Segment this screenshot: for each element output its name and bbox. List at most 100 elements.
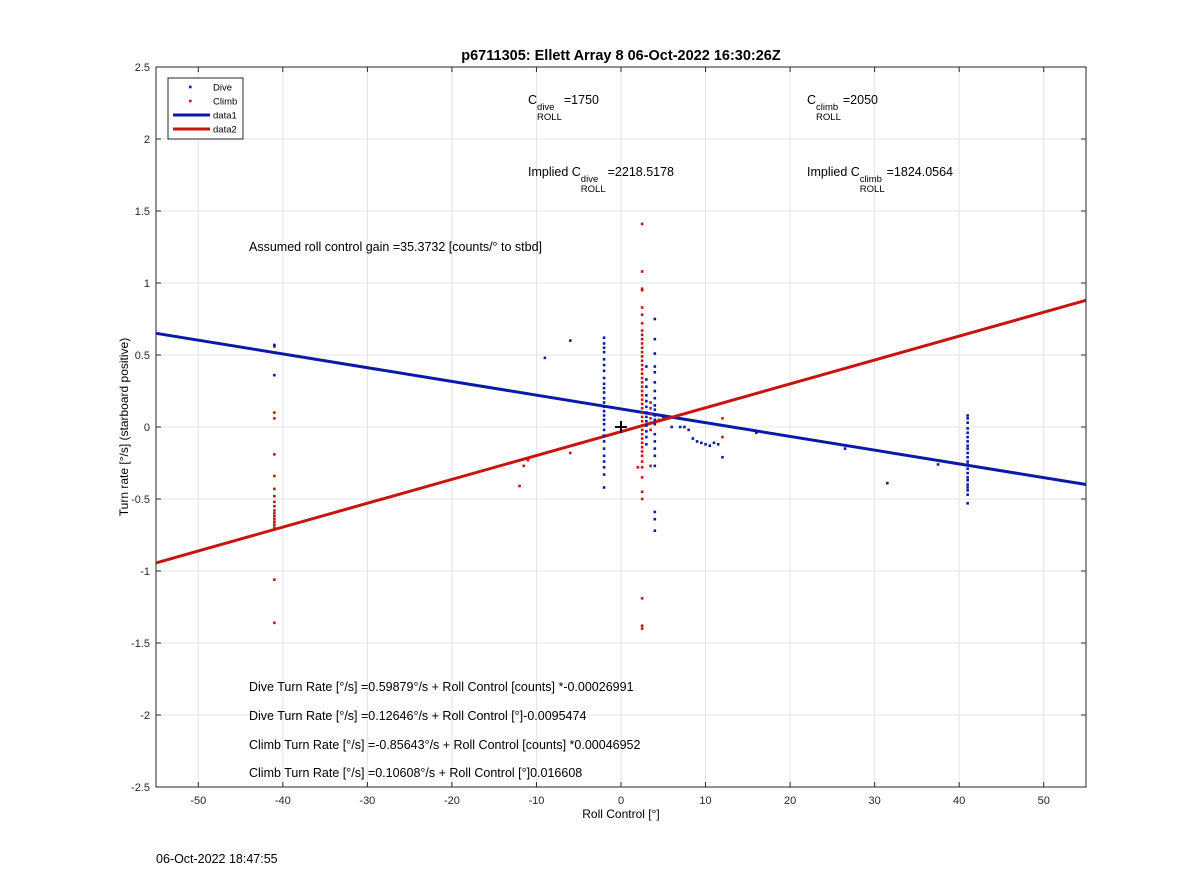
point-dive <box>653 381 657 384</box>
point-dive <box>653 464 657 468</box>
point-dive <box>966 483 969 486</box>
y-tick-label: -1 <box>140 566 150 578</box>
point-climb <box>568 451 572 455</box>
point-dive <box>645 405 648 409</box>
point-climb <box>649 406 652 410</box>
point-dive <box>966 460 969 463</box>
point-climb <box>273 520 276 524</box>
timestamp: 06-Oct-2022 18:47:55 <box>156 852 278 866</box>
point-dive <box>602 386 606 390</box>
y-axis-label: Turn rate [°/s] (starboard positive) <box>117 338 131 516</box>
point-dive <box>653 352 657 355</box>
x-tick-label: 0 <box>618 795 624 807</box>
point-dive <box>966 455 969 459</box>
x-tick-label: 50 <box>1038 795 1050 807</box>
point-climb <box>640 359 644 363</box>
point-climb <box>273 453 276 456</box>
x-tick-label: -20 <box>444 795 460 807</box>
point-dive <box>602 466 606 469</box>
point-dive <box>721 455 724 459</box>
y-tick-label: -2.5 <box>131 782 150 794</box>
point-dive <box>602 447 606 450</box>
point-dive <box>653 510 657 514</box>
point-dive <box>602 486 606 489</box>
point-dive <box>602 405 606 409</box>
legend-label: data1 <box>213 111 237 122</box>
point-climb <box>273 504 276 508</box>
point-dive <box>936 463 940 466</box>
point-climb <box>640 466 644 469</box>
dive-equation-degrees: Dive Turn Rate [°/s] =0.12646°/s + Roll … <box>249 709 587 723</box>
point-climb <box>640 342 644 345</box>
point-dive <box>602 414 606 417</box>
point-dive <box>602 409 606 413</box>
point-dive <box>602 460 606 463</box>
point-climb <box>640 406 644 410</box>
point-dive <box>653 389 657 393</box>
point-dive <box>966 414 969 417</box>
point-dive <box>602 418 606 422</box>
point-dive <box>653 317 657 321</box>
point-dive <box>843 447 847 450</box>
point-climb <box>522 464 526 468</box>
point-dive <box>645 365 648 368</box>
point-dive <box>712 441 716 445</box>
point-dive <box>645 399 648 403</box>
y-tick-label: 1.5 <box>135 206 150 218</box>
point-dive <box>568 339 572 342</box>
point-dive <box>602 422 606 426</box>
point-climb <box>649 401 652 404</box>
point-climb <box>640 376 644 380</box>
point-climb <box>649 417 652 420</box>
x-tick-label: -50 <box>190 795 206 807</box>
legend-label: data2 <box>213 125 237 136</box>
point-climb <box>273 526 276 530</box>
point-dive <box>602 396 606 400</box>
point-dive <box>645 385 648 388</box>
point-climb <box>640 415 644 419</box>
point-dive <box>645 424 648 427</box>
x-tick-label: 30 <box>869 795 881 807</box>
point-climb <box>640 333 644 337</box>
point-climb <box>640 624 644 628</box>
point-dive <box>602 401 606 404</box>
point-dive <box>966 489 969 492</box>
point-dive <box>966 451 969 455</box>
y-tick-label: -2 <box>140 710 150 722</box>
point-climb <box>640 441 644 445</box>
point-climb <box>640 597 644 600</box>
y-tick-label: 0 <box>144 422 150 434</box>
point-dive <box>645 435 648 439</box>
point-climb <box>640 385 644 388</box>
x-axis-label: Roll Control [°] <box>582 807 660 821</box>
point-dive <box>602 369 606 373</box>
point-dive <box>645 430 648 433</box>
point-climb <box>640 287 644 291</box>
point-dive <box>716 442 720 446</box>
point-climb <box>721 435 724 439</box>
point-climb <box>273 514 276 518</box>
x-tick-label: 10 <box>699 795 711 807</box>
point-climb <box>640 402 644 406</box>
point-climb <box>636 466 640 469</box>
point-climb <box>273 411 276 414</box>
y-tick-label: 2 <box>144 134 150 146</box>
origin-marker <box>615 421 627 433</box>
plot-frame <box>155 66 1087 788</box>
point-climb <box>640 490 644 494</box>
point-dive <box>602 363 606 367</box>
point-dive <box>645 378 648 381</box>
point-dive <box>653 454 657 458</box>
point-dive <box>653 440 657 443</box>
point-climb <box>640 337 644 341</box>
point-dive <box>602 440 606 443</box>
point-dive <box>966 435 969 439</box>
point-dive <box>678 425 682 429</box>
point-dive <box>700 441 703 445</box>
point-climb <box>640 355 644 358</box>
point-climb <box>640 363 644 367</box>
point-dive <box>602 434 606 437</box>
climb-equation-counts: Climb Turn Rate [°/s] =-0.85643°/s + Rol… <box>249 738 641 752</box>
